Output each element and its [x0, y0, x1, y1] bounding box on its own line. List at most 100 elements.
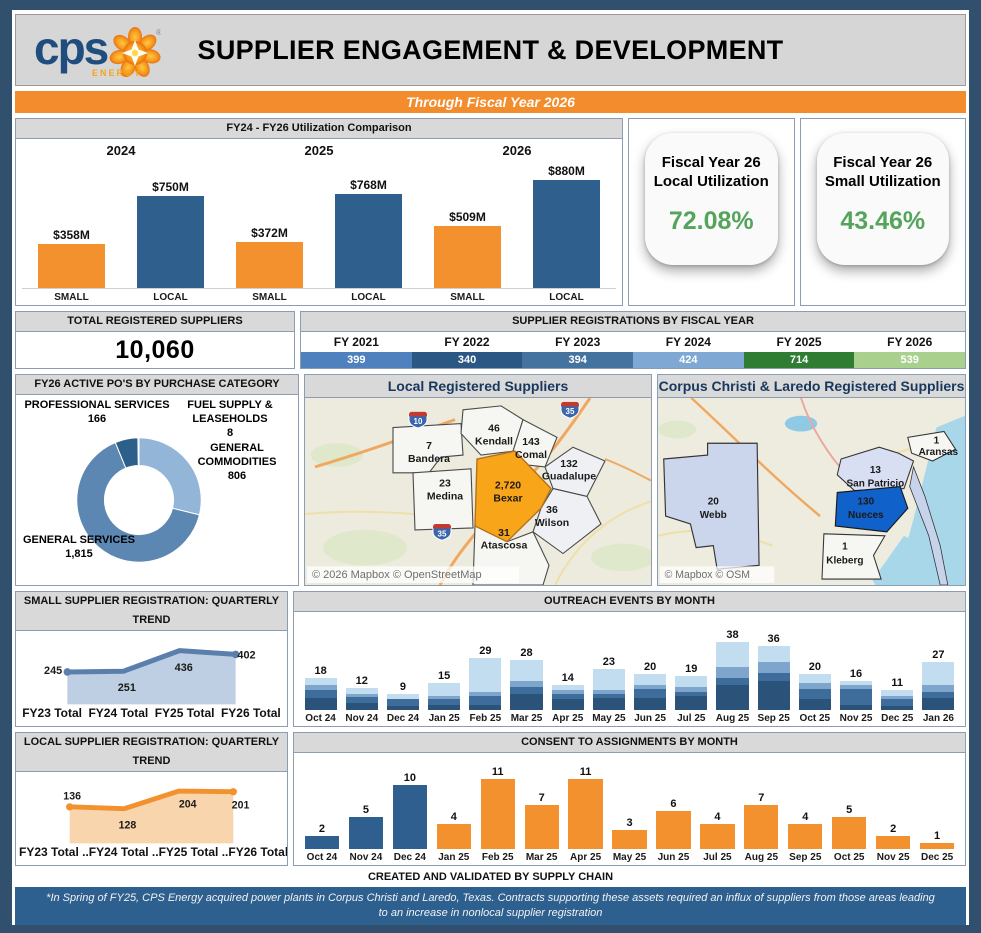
bar-fill — [832, 817, 867, 849]
month-label: Oct 25 — [833, 852, 865, 863]
map-water-bay — [872, 535, 925, 585]
bar-segment — [675, 692, 708, 696]
county-value: 36 — [546, 505, 558, 516]
bar-segment — [345, 697, 378, 703]
bar-fill — [700, 823, 735, 849]
map-local-area: 46 Kendall 143 Comal 132 Guadalupe 7 Ban… — [305, 398, 651, 585]
bar — [876, 836, 911, 849]
bar-segment — [592, 668, 625, 691]
point-value-label: 136 — [63, 790, 81, 802]
donut-label-general-commodities: GENERAL COMMODITIES 806 — [176, 441, 298, 483]
bar — [436, 823, 471, 849]
donut-slice-general-services — [76, 441, 201, 563]
bar-segment — [839, 704, 873, 710]
created-by-label: CREATED AND VALIDATED BY SUPPLY CHAIN — [367, 871, 614, 883]
outreach-column: 15 Jan 25 — [424, 616, 465, 724]
panel-title: OUTREACH EVENTS BY MONTH — [294, 592, 965, 612]
outreach-column: 12 Nov 24 — [341, 616, 382, 724]
bar — [612, 829, 647, 849]
bar-value-label: 23 — [602, 655, 616, 668]
county-medina — [412, 468, 474, 531]
registration-cell: FY 2026 539 — [854, 332, 966, 368]
county-value: 1 — [842, 541, 848, 552]
county-value: 130 — [858, 496, 875, 507]
panel-kpi-local-utilization: Fiscal Year 26 Local Utilization 72.08% — [628, 118, 795, 306]
month-label: Dec 24 — [393, 852, 426, 863]
outreach-column: 19 Jul 25 — [671, 616, 712, 724]
category-labels: SMALL LOCAL SMALL LOCAL SMALL LOCAL — [22, 288, 616, 305]
county-name: Webb — [700, 510, 727, 521]
bar-value-label: 11 — [891, 677, 904, 690]
x-axis-label: FY25 Total — [154, 706, 215, 720]
stacked-bar — [716, 641, 749, 710]
registration-value-strip: 399 — [301, 352, 412, 368]
outreach-column: 27 Jan 26 — [918, 616, 959, 724]
month-label: Jan 25 — [438, 852, 470, 863]
small-supplier-trend-plot: 245 251 436 402 — [44, 648, 256, 705]
registration-value-strip: 424 — [633, 352, 744, 368]
consent-column: 5 Oct 25 — [827, 757, 871, 863]
bar-small — [433, 226, 502, 288]
kpi-value: 43.46% — [840, 207, 926, 235]
bar-segment — [922, 661, 955, 685]
month-label: Mar 25 — [525, 852, 558, 863]
category-label: LOCAL — [351, 292, 386, 303]
year-label: 2025 — [304, 143, 334, 158]
bar-fill — [348, 817, 384, 849]
bar-segment — [675, 695, 708, 710]
subtitle-banner: Through Fiscal Year 2026 — [15, 91, 966, 113]
stacked-bar — [345, 688, 378, 710]
bar-value-label: 36 — [767, 632, 780, 645]
attribution-background — [307, 566, 519, 584]
registration-cell: FY 2023 394 — [522, 332, 634, 368]
x-axis-label: FY24 Total .. — [88, 845, 159, 859]
bar-segment — [716, 684, 749, 710]
x-axis-label: FY26 Total .. — [228, 845, 287, 859]
stacked-bar — [428, 683, 461, 710]
svg-text:10: 10 — [414, 417, 423, 426]
bars-area: $358M $750M $372M $768M $509M $880M — [22, 161, 616, 288]
bar — [919, 842, 955, 849]
bar-segment — [757, 672, 790, 682]
outreach-column: 20 Jun 25 — [630, 616, 671, 724]
county-name: Bandera — [408, 454, 450, 465]
bar-value-label: 9 — [399, 680, 407, 693]
bar-segment — [922, 697, 955, 710]
category-value: 1,815 — [65, 548, 93, 560]
bar-segment — [386, 706, 420, 710]
month-label: Jan 26 — [922, 713, 954, 724]
month-label: Aug 25 — [715, 713, 750, 724]
county-name: Nueces — [848, 510, 884, 521]
consent-column: 7 Mar 25 — [520, 757, 564, 863]
bar-value-label: 11 — [579, 766, 592, 778]
registration-value-strip: 394 — [522, 352, 634, 368]
bar-segment — [304, 690, 337, 698]
bar-fill — [568, 779, 603, 849]
bar-small — [235, 242, 304, 288]
bar-value-label: 3 — [626, 816, 633, 829]
bar-segment — [345, 688, 378, 694]
total-suppliers-value: 10,060 — [115, 335, 195, 364]
fiscal-year-label: FY 2021 — [333, 335, 379, 349]
category-label: SMALL — [252, 292, 287, 303]
bar-column: $372M — [220, 161, 319, 288]
bar-segment — [634, 674, 667, 686]
x-axis-label: FY25 Total .. — [158, 845, 229, 859]
trend-area — [67, 650, 236, 705]
county-name: Comal — [515, 450, 547, 461]
bar-segment — [757, 661, 790, 673]
donut-slice-general-commodities — [138, 437, 202, 516]
outreach-column: 14 Apr 25 — [547, 616, 588, 724]
category-value: 8 — [226, 427, 234, 439]
bar-segment — [469, 704, 502, 710]
bar-value-label: $509M — [449, 210, 486, 224]
outreach-column: 23 May 25 — [588, 616, 629, 724]
bar-value-label: 4 — [714, 810, 721, 823]
bar-local — [334, 194, 403, 288]
month-label: Nov 24 — [349, 852, 383, 863]
bar-segment — [922, 692, 955, 698]
panel-local-supplier-trend: LOCAL SUPPLIER REGISTRATION: QUARTERLY T… — [15, 732, 288, 866]
registration-value-strip: 714 — [743, 352, 855, 368]
utilization-chart: 2024 2025 2026 $358M $750M $372M $768M $509M $88… — [16, 139, 622, 305]
